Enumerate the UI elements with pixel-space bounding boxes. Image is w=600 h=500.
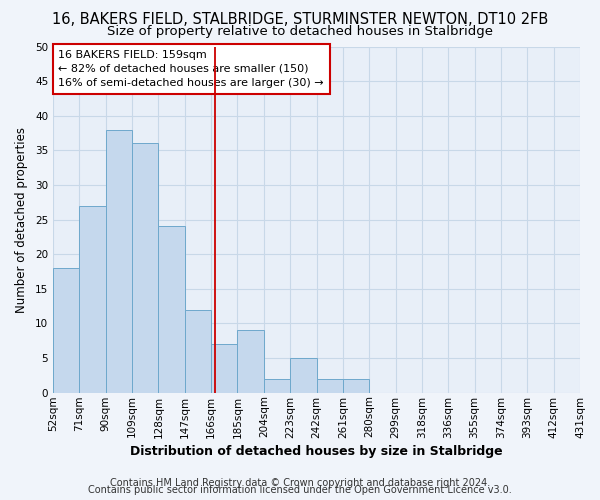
Bar bbox=[290, 358, 317, 392]
Text: 16, BAKERS FIELD, STALBRIDGE, STURMINSTER NEWTON, DT10 2FB: 16, BAKERS FIELD, STALBRIDGE, STURMINSTE… bbox=[52, 12, 548, 28]
Bar bbox=[158, 226, 185, 392]
Bar bbox=[132, 144, 158, 392]
Bar bbox=[238, 330, 264, 392]
Bar bbox=[53, 268, 79, 392]
Text: Contains public sector information licensed under the Open Government Licence v3: Contains public sector information licen… bbox=[88, 485, 512, 495]
Y-axis label: Number of detached properties: Number of detached properties bbox=[15, 126, 28, 312]
Bar bbox=[317, 379, 343, 392]
Text: 16 BAKERS FIELD: 159sqm
← 82% of detached houses are smaller (150)
16% of semi-d: 16 BAKERS FIELD: 159sqm ← 82% of detache… bbox=[58, 50, 324, 88]
Bar bbox=[343, 379, 369, 392]
Bar bbox=[185, 310, 211, 392]
Bar bbox=[79, 206, 106, 392]
Bar bbox=[264, 379, 290, 392]
Text: Contains HM Land Registry data © Crown copyright and database right 2024.: Contains HM Land Registry data © Crown c… bbox=[110, 478, 490, 488]
X-axis label: Distribution of detached houses by size in Stalbridge: Distribution of detached houses by size … bbox=[130, 444, 503, 458]
Bar bbox=[106, 130, 132, 392]
Bar bbox=[211, 344, 238, 393]
Text: Size of property relative to detached houses in Stalbridge: Size of property relative to detached ho… bbox=[107, 25, 493, 38]
